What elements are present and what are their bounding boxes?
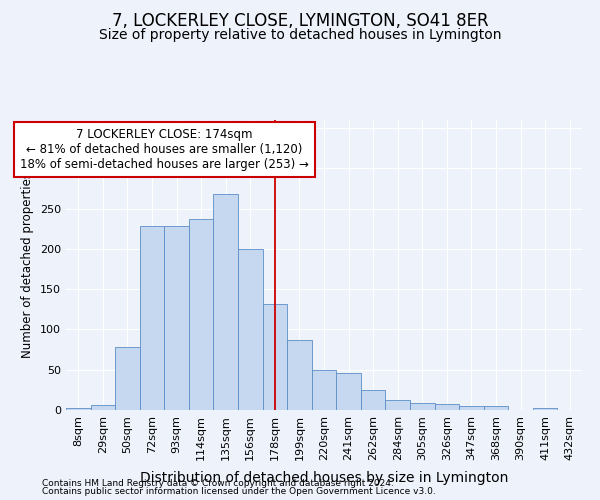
Bar [189,219,214,410]
Y-axis label: Number of detached properties: Number of detached properties [22,172,34,358]
Bar [140,226,164,410]
Bar [115,347,140,410]
Bar [459,406,484,410]
Bar [66,408,91,410]
Text: Contains public sector information licensed under the Open Government Licence v3: Contains public sector information licen… [42,487,436,496]
Text: 7 LOCKERLEY CLOSE: 174sqm
← 81% of detached houses are smaller (1,120)
18% of se: 7 LOCKERLEY CLOSE: 174sqm ← 81% of detac… [20,128,309,171]
Text: Contains HM Land Registry data © Crown copyright and database right 2024.: Contains HM Land Registry data © Crown c… [42,478,394,488]
X-axis label: Distribution of detached houses by size in Lymington: Distribution of detached houses by size … [140,471,508,485]
Bar [336,373,361,410]
Bar [385,400,410,410]
Bar [312,370,336,410]
Bar [410,403,434,410]
Bar [91,405,115,410]
Bar [263,304,287,410]
Bar [238,249,263,410]
Bar [287,340,312,410]
Bar [434,404,459,410]
Bar [361,390,385,410]
Bar [214,194,238,410]
Bar [484,406,508,410]
Text: 7, LOCKERLEY CLOSE, LYMINGTON, SO41 8ER: 7, LOCKERLEY CLOSE, LYMINGTON, SO41 8ER [112,12,488,30]
Bar [533,408,557,410]
Bar [164,226,189,410]
Text: Size of property relative to detached houses in Lymington: Size of property relative to detached ho… [99,28,501,42]
